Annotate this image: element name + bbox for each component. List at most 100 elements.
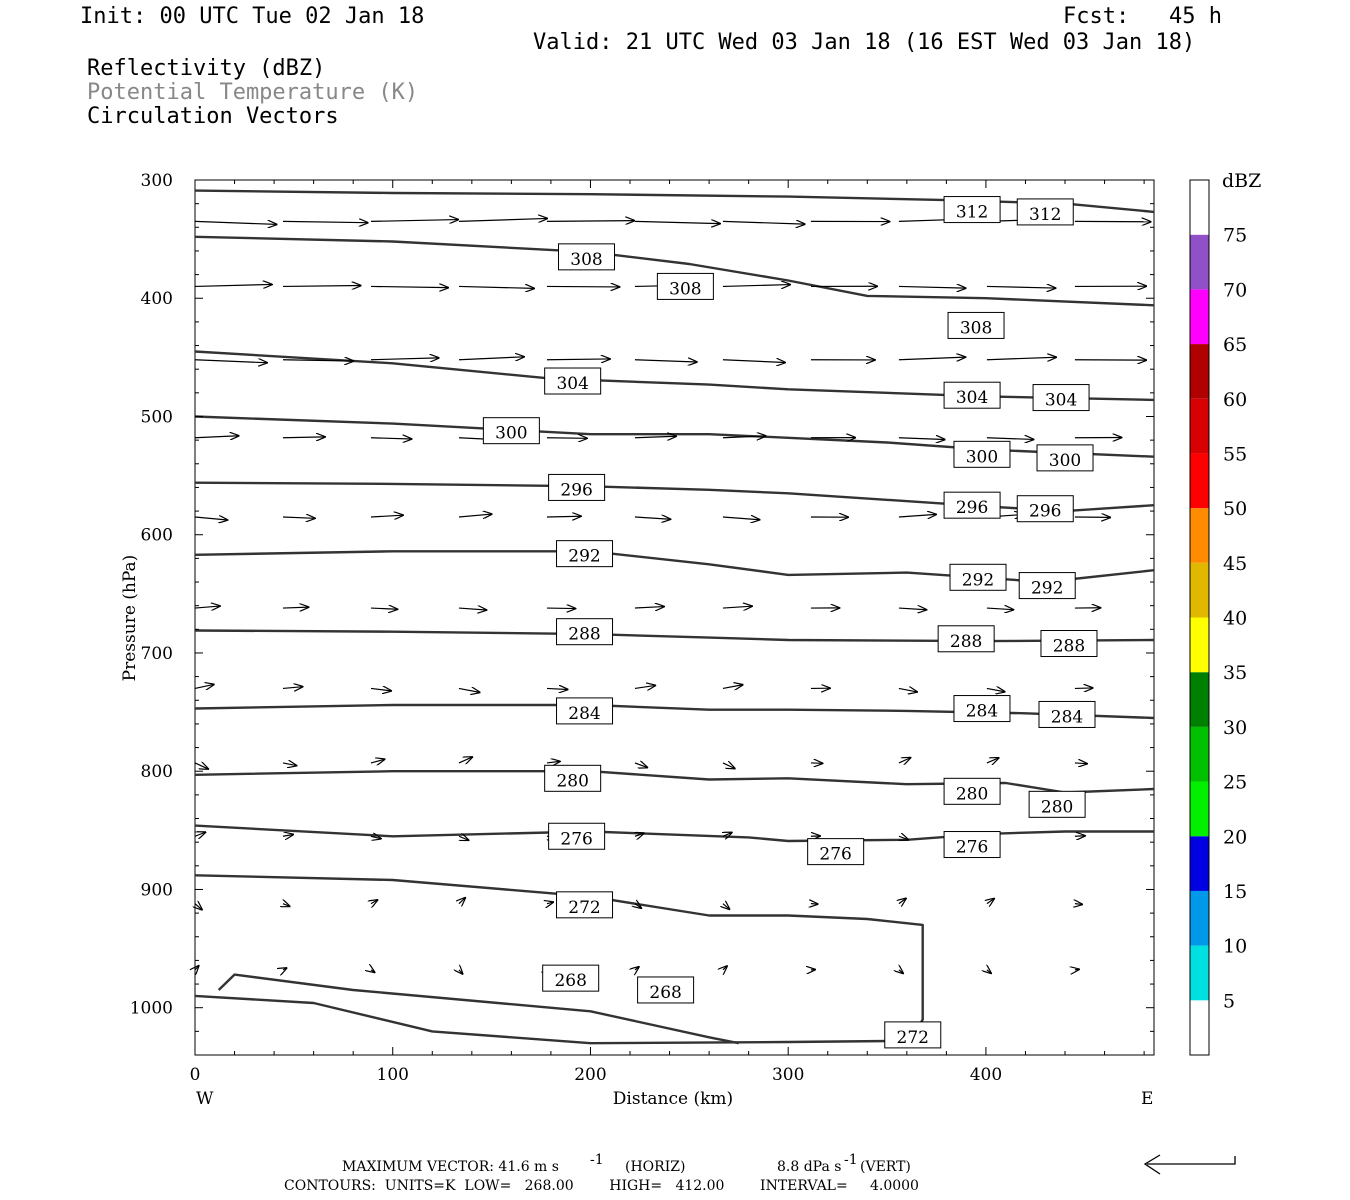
contour-label: 284 [568, 704, 600, 724]
footer-horiz: (HORIZ) [625, 1159, 685, 1175]
colorbar-label: 20 [1223, 826, 1247, 848]
contour-label: 312 [1029, 205, 1061, 225]
contour-label-box [556, 891, 614, 919]
contour-308 [194, 235, 1155, 307]
contour-label: 300 [966, 447, 998, 467]
circulation-vector [986, 438, 1034, 440]
colorbar-bin [1190, 890, 1209, 946]
circulation-vector [194, 763, 208, 769]
circulation-vector [899, 836, 908, 839]
circulation-vector [546, 359, 610, 360]
circulation-vector [459, 970, 463, 974]
contour-label-box [884, 1021, 942, 1049]
circulation-vector [898, 688, 917, 691]
circulation-vector [282, 517, 315, 518]
circulation-vector [194, 284, 272, 286]
circulation-vector [722, 360, 785, 363]
colorbar-bin [1190, 234, 1209, 290]
footer-exp1: -1 [590, 1152, 604, 1168]
colorbar-label: 65 [1223, 334, 1247, 356]
colorbar-bin [1190, 453, 1209, 509]
circulation-vector [635, 967, 639, 970]
valid-time: Valid: 21 UTC Wed 03 Jan 18 (16 EST Wed … [533, 30, 1196, 55]
contour-label: 312 [956, 203, 988, 223]
colorbar-label: 55 [1223, 443, 1247, 465]
contour-label: 308 [669, 279, 701, 299]
footer: MAXIMUM VECTOR: 41.6 m s -1 (HORIZ) 8.8 … [284, 1152, 1236, 1194]
circulation-vector [282, 607, 308, 608]
circulation-vector [722, 763, 735, 769]
y-axis: 300 400 500 600 700 800 900 1000 [130, 171, 1154, 1056]
colorbar-label: 25 [1223, 772, 1247, 794]
circulation-vector [986, 286, 1056, 288]
circulation-vector [370, 286, 448, 287]
contour-label-box [1028, 790, 1086, 818]
circulation-vector [898, 608, 926, 610]
circulation-vector [635, 904, 641, 909]
contour-label: 300 [1049, 451, 1081, 471]
circulation-vector [634, 685, 655, 688]
circulation-vector [986, 357, 1056, 359]
circulation-vector [282, 360, 353, 361]
contour-label-box [1016, 198, 1074, 226]
contour-label: 292 [962, 570, 994, 590]
circulation-vector [722, 436, 766, 438]
circulation-vector [370, 438, 411, 439]
circulation-vector [371, 900, 377, 904]
circulation-vector [898, 438, 945, 440]
colorbar-bin [1190, 1000, 1209, 1055]
x-tick-label: 400 [970, 1065, 1002, 1085]
colorbar-bin [1190, 398, 1209, 454]
colorbar: 5 10 15 20 25 30 35 40 45 50 55 60 65 70 75 [1189, 179, 1247, 1056]
colorbar-bin [1190, 180, 1209, 235]
contour-label: 304 [956, 388, 988, 408]
contour-label-box [544, 367, 602, 395]
circulation-vector [723, 966, 727, 970]
circulation-vector [283, 904, 290, 907]
contour-label: 292 [568, 547, 600, 567]
footer-max-vector: MAXIMUM VECTOR: 41.6 m s [342, 1159, 559, 1175]
contour-label: 284 [1051, 707, 1083, 727]
y-tick-label: 600 [141, 526, 173, 546]
colorbar-label: 60 [1223, 389, 1247, 411]
circulation-vector [458, 514, 492, 517]
circulation-vector [722, 285, 790, 287]
circulation-vector [546, 438, 587, 439]
colorbar-bin [1190, 508, 1209, 563]
circulation-vector [546, 608, 575, 609]
circulation-vector [546, 761, 560, 763]
colorbar-label: 15 [1223, 881, 1247, 903]
west-label: W [196, 1089, 214, 1109]
contour-label: 276 [819, 845, 851, 865]
circulation-vector [458, 218, 547, 221]
contour-label-box [656, 272, 714, 300]
contour-label-box [1038, 700, 1096, 728]
contour-label: 292 [1031, 579, 1063, 599]
circulation-vector [194, 517, 227, 520]
circulation-vector [458, 357, 524, 360]
colorbar-label: 45 [1223, 553, 1247, 575]
colorbar-bin [1190, 562, 1209, 618]
circulation-vector [722, 606, 752, 608]
contour-label: 276 [560, 829, 592, 849]
contour-label: 308 [570, 250, 602, 270]
contour-label: 280 [956, 784, 988, 804]
field-potential-temperature: Potential Temperature (K) [87, 80, 419, 105]
colorbar-bin [1190, 617, 1209, 673]
contour-label-box [1018, 572, 1076, 600]
circulation-vector [282, 286, 361, 287]
y-tick-label: 500 [141, 407, 173, 427]
contour-label-box [482, 417, 540, 445]
init-time: Init: 00 UTC Tue 02 Jan 18 [80, 4, 425, 29]
x-tick-label: 300 [772, 1065, 804, 1085]
circulation-vector [283, 968, 287, 970]
contour-280 [194, 770, 1155, 794]
circulation-vector [987, 899, 994, 904]
circulation-vector [1075, 969, 1079, 970]
circulation-vector [898, 286, 966, 288]
contour-label-box [943, 381, 1001, 409]
colorbar-title: dBZ [1222, 170, 1261, 192]
footer-contours: CONTOURS: UNITS=K LOW= 268.00 HIGH= 412.… [284, 1178, 919, 1194]
circulation-vector [194, 221, 277, 224]
circulation-vector [722, 221, 805, 224]
